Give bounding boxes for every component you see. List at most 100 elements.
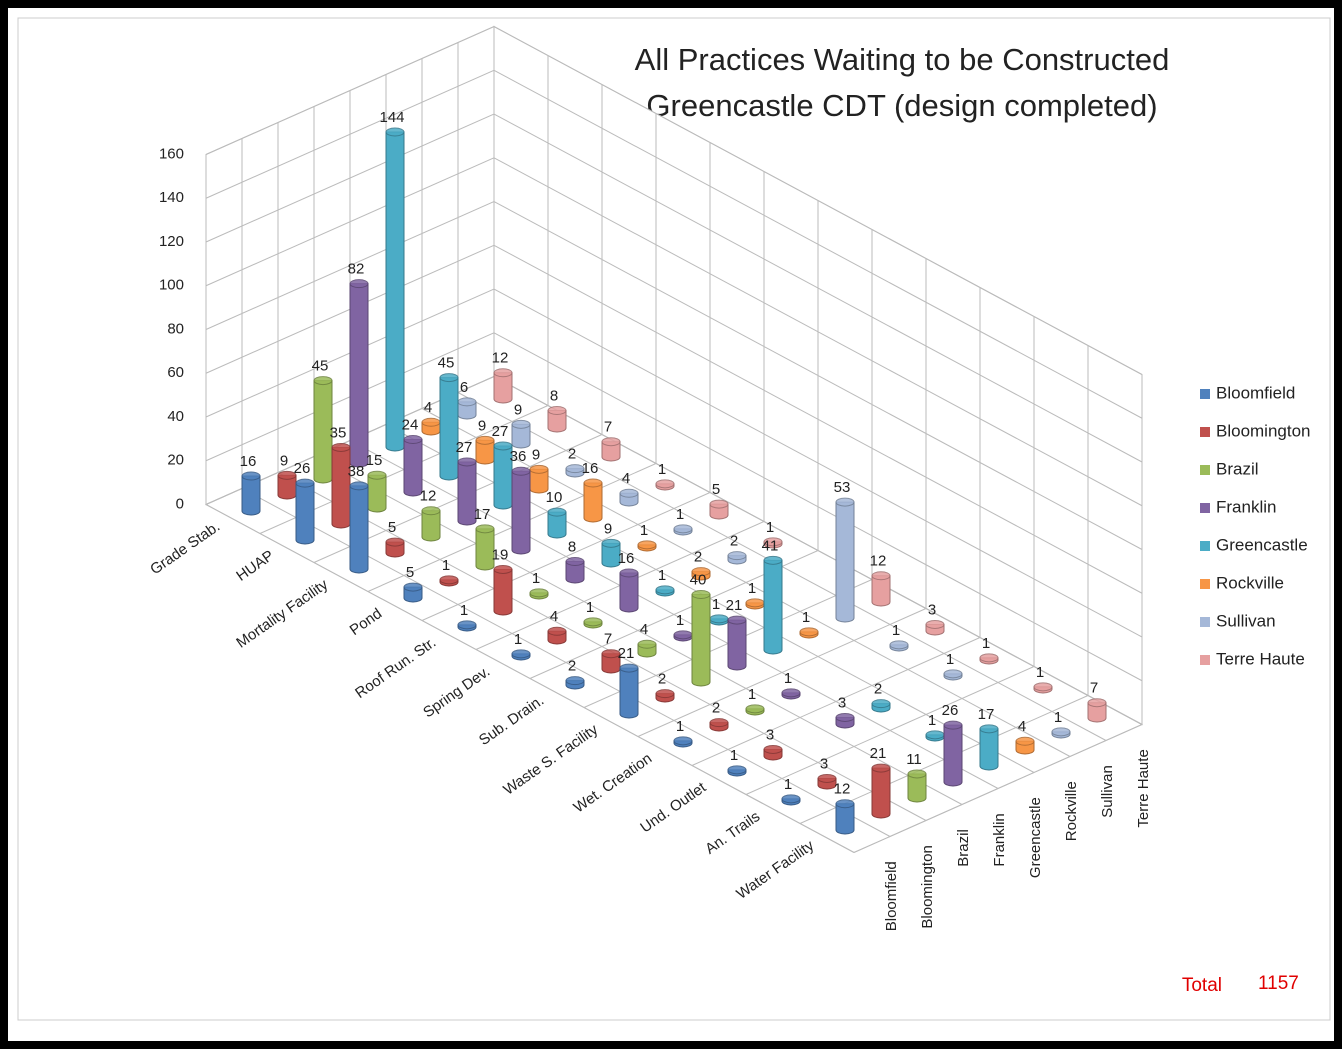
bar-top (1015, 736, 1035, 746)
data-label: 1 (766, 519, 774, 536)
data-label: 38 (348, 463, 365, 480)
data-label: 1 (946, 651, 954, 668)
bar (565, 676, 585, 690)
data-label: 21 (618, 645, 635, 662)
legend-swatch (1200, 579, 1210, 589)
bar-top (619, 568, 639, 578)
bar-top (907, 769, 927, 779)
legend-label: Bloomington (1216, 421, 1311, 440)
legend-swatch (1200, 503, 1210, 513)
bar (673, 524, 693, 536)
bar (673, 736, 693, 748)
data-label: 16 (618, 550, 635, 567)
bar (601, 538, 621, 568)
bar (871, 571, 891, 607)
y-tick-label: 120 (159, 233, 184, 250)
data-label: 12 (420, 488, 437, 505)
bar-top (313, 376, 333, 386)
bar-top (475, 524, 495, 534)
data-label: 11 (906, 751, 922, 768)
bar-top (745, 704, 765, 714)
grid-line (205, 157, 1143, 507)
bar-body (619, 667, 639, 719)
legend-label: Greencastle (1216, 535, 1308, 554)
legend-swatch (1200, 541, 1210, 551)
data-label: 21 (870, 745, 887, 762)
bar (619, 663, 639, 719)
bar-top (583, 617, 603, 627)
data-label: 5 (388, 519, 396, 536)
data-label: 9 (478, 417, 486, 434)
bar (799, 627, 819, 639)
chart-title: All Practices Waiting to be Constructed (635, 42, 1170, 77)
bar (907, 769, 927, 803)
bar-body (727, 619, 747, 671)
bar-body (331, 446, 351, 529)
y-tick-label: 100 (159, 277, 184, 294)
bar (241, 471, 261, 516)
bar-top (349, 481, 369, 491)
z-tick-label: Brazil (955, 829, 972, 867)
bar-top (349, 279, 369, 289)
bar (763, 537, 783, 549)
bar (709, 614, 729, 626)
data-label: 27 (456, 439, 473, 456)
data-label: 7 (1090, 680, 1098, 697)
bar (763, 555, 783, 655)
bar-body (241, 475, 261, 516)
bar (745, 598, 765, 610)
bar (619, 488, 639, 507)
data-label: 15 (366, 452, 383, 469)
bar-body (691, 594, 711, 687)
data-label: 27 (492, 423, 509, 440)
bar-top (655, 689, 675, 699)
z-tick-label: Bloomington (919, 845, 936, 928)
bar-top (691, 567, 711, 577)
bar (745, 704, 765, 716)
bar (709, 718, 729, 732)
bar-top (799, 627, 819, 637)
bar-top (619, 488, 639, 498)
data-label: 1 (730, 747, 738, 764)
z-tick-label: Terre Haute (1135, 749, 1152, 827)
data-label: 4 (622, 470, 630, 487)
bar-top (835, 712, 855, 722)
bar-body (511, 470, 531, 555)
data-label: 16 (240, 453, 257, 470)
bar (655, 479, 675, 491)
bar-top (475, 435, 495, 445)
bar-top (277, 470, 297, 480)
data-label: 5 (712, 481, 720, 498)
bar-top (367, 470, 387, 480)
bar-top (745, 598, 765, 608)
legend-swatch (1200, 617, 1210, 627)
data-label: 36 (510, 448, 527, 465)
bar (475, 435, 495, 465)
legend-label: Terre Haute (1216, 649, 1305, 668)
data-label: 82 (348, 261, 365, 278)
bar (925, 619, 945, 636)
bar (601, 649, 621, 674)
bar (349, 481, 369, 574)
data-label: 24 (402, 416, 419, 433)
bar-top (511, 649, 531, 659)
bar-top (673, 630, 693, 640)
bar-body (835, 501, 855, 623)
y-tick-label: 140 (159, 189, 184, 206)
data-label: 4 (424, 399, 432, 416)
data-label: 1 (784, 776, 792, 793)
bar (493, 368, 513, 404)
bar-top (583, 478, 603, 488)
bar-top (637, 540, 657, 550)
data-label: 9 (604, 520, 612, 537)
bar (403, 582, 423, 603)
data-label: 1 (442, 557, 450, 574)
bar-body (871, 767, 891, 819)
y-tick-label: 80 (167, 320, 184, 337)
bar (457, 620, 477, 632)
y-tick-label: 160 (159, 145, 184, 162)
bar-top (979, 724, 999, 734)
data-label: 7 (604, 419, 612, 436)
bar-body (403, 439, 423, 497)
bar (655, 585, 675, 597)
